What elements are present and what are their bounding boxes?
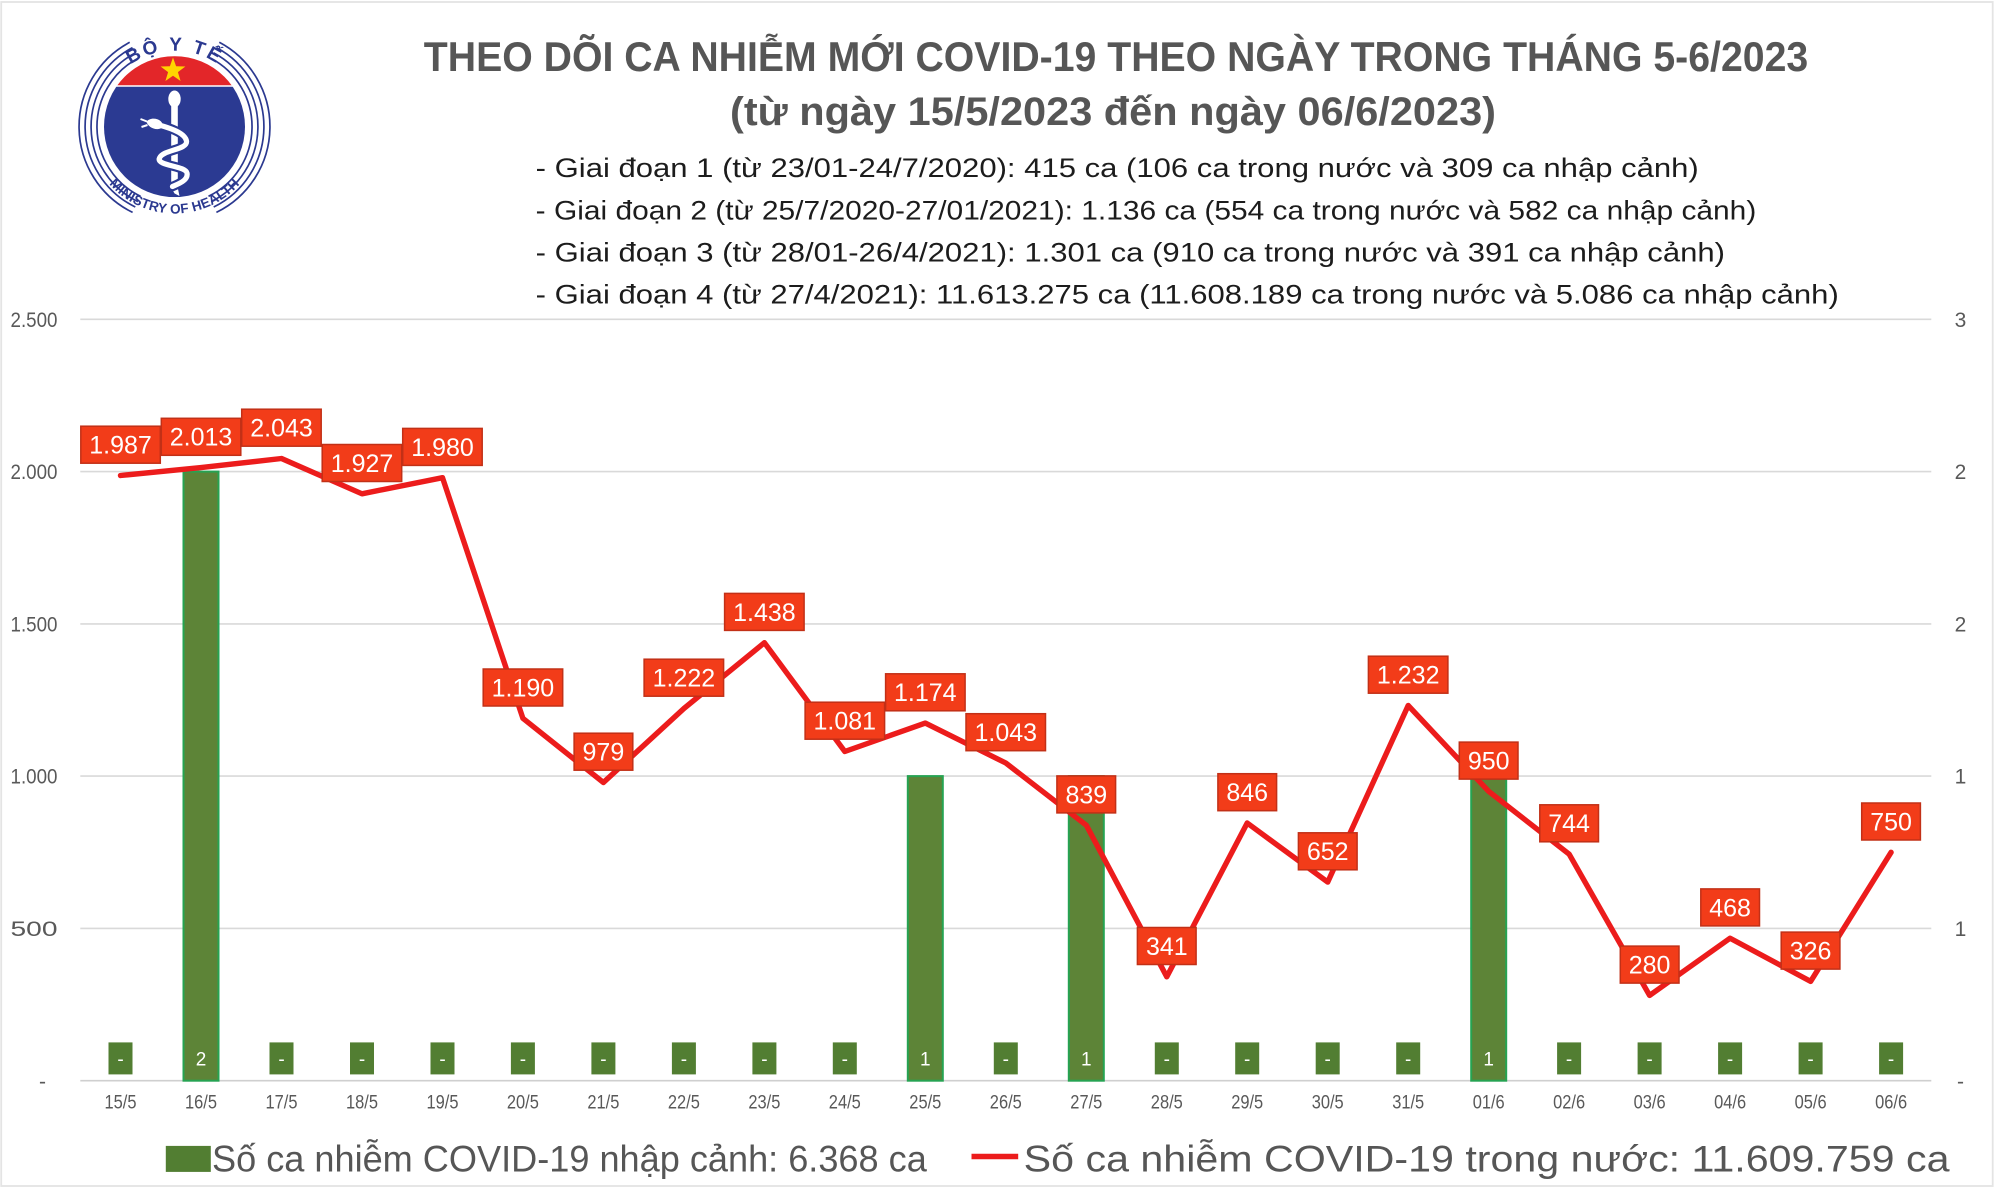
svg-text:25/5: 25/5 — [909, 1093, 941, 1114]
svg-text:THEO DÕI CA NHIỄM MỚI COVID-19: THEO DÕI CA NHIỄM MỚI COVID-19 THEO NGÀY… — [424, 32, 1808, 80]
svg-text:-: - — [1164, 1049, 1170, 1070]
svg-text:1.980: 1.980 — [411, 434, 474, 462]
svg-text:341: 341 — [1146, 933, 1188, 961]
svg-text:468: 468 — [1709, 894, 1751, 922]
svg-text:04/6: 04/6 — [1714, 1093, 1746, 1114]
svg-text:29/5: 29/5 — [1231, 1093, 1263, 1114]
svg-text:01/6: 01/6 — [1473, 1093, 1505, 1114]
svg-text:-: - — [761, 1049, 767, 1070]
svg-text:-: - — [1566, 1049, 1572, 1070]
svg-text:950: 950 — [1468, 748, 1510, 776]
svg-text:839: 839 — [1065, 781, 1107, 809]
svg-text:28/5: 28/5 — [1151, 1093, 1183, 1114]
svg-text:280: 280 — [1629, 952, 1671, 980]
svg-text:2.013: 2.013 — [170, 424, 233, 452]
svg-text:2: 2 — [196, 1049, 207, 1070]
svg-text:24/5: 24/5 — [829, 1093, 861, 1114]
svg-text:06/6: 06/6 — [1875, 1093, 1907, 1114]
svg-text:03/6: 03/6 — [1634, 1093, 1666, 1114]
svg-text:-: - — [1646, 1049, 1652, 1070]
svg-text:02/6: 02/6 — [1553, 1093, 1585, 1114]
svg-text:18/5: 18/5 — [346, 1093, 378, 1114]
svg-text:3: 3 — [1955, 309, 1967, 332]
svg-text:- Giai đoạn 2 (từ 25/7/2020-27: - Giai đoạn 2 (từ 25/7/2020-27/01/2021):… — [536, 195, 1757, 225]
svg-text:22/5: 22/5 — [668, 1093, 700, 1114]
svg-text:-: - — [117, 1049, 123, 1070]
svg-text:30/5: 30/5 — [1312, 1093, 1344, 1114]
svg-text:-: - — [1888, 1049, 1894, 1070]
svg-text:Số ca nhiễm COVID-19 trong nướ: Số ca nhiễm COVID-19 trong nước: 11.609.… — [1024, 1139, 1950, 1180]
svg-text:1.987: 1.987 — [89, 432, 152, 460]
svg-text:1.438: 1.438 — [733, 599, 796, 627]
svg-text:-: - — [600, 1049, 606, 1070]
svg-text:26/5: 26/5 — [990, 1093, 1022, 1114]
svg-text:1.927: 1.927 — [331, 450, 394, 478]
svg-text:744: 744 — [1548, 810, 1590, 838]
svg-text:-: - — [1003, 1049, 1009, 1070]
svg-text:1.174: 1.174 — [894, 679, 957, 707]
svg-text:-: - — [278, 1049, 284, 1070]
svg-text:-: - — [842, 1049, 848, 1070]
svg-text:-: - — [1244, 1049, 1250, 1070]
svg-text:-: - — [1957, 1070, 1964, 1093]
svg-text:-: - — [1727, 1049, 1733, 1070]
svg-text:1.000: 1.000 — [11, 766, 58, 789]
svg-text:-: - — [681, 1049, 687, 1070]
svg-text:979: 979 — [583, 739, 625, 767]
svg-text:17/5: 17/5 — [266, 1093, 298, 1114]
svg-text:326: 326 — [1790, 938, 1832, 966]
svg-text:-: - — [1325, 1049, 1331, 1070]
svg-text:19/5: 19/5 — [427, 1093, 459, 1114]
svg-text:15/5: 15/5 — [105, 1093, 137, 1114]
svg-text:-: - — [1807, 1049, 1813, 1070]
svg-text:31/5: 31/5 — [1392, 1093, 1424, 1114]
svg-text:2: 2 — [1955, 614, 1967, 637]
svg-text:- Giai đoạn 4 (từ 27/4/2021):: - Giai đoạn 4 (từ 27/4/2021): 11.613.275… — [536, 280, 1839, 310]
svg-text:(từ ngày 15/5/2023 đến ngày 06: (từ ngày 15/5/2023 đến ngày 06/6/2023) — [730, 90, 1496, 134]
svg-text:846: 846 — [1226, 779, 1268, 807]
svg-text:1: 1 — [920, 1049, 931, 1070]
svg-text:1: 1 — [1483, 1049, 1494, 1070]
svg-text:- Giai đoạn 1 (từ 23/01-24/7/2: - Giai đoạn 1 (từ 23/01-24/7/2020): 415 … — [536, 153, 1699, 183]
svg-text:1.081: 1.081 — [814, 708, 877, 736]
svg-text:1.190: 1.190 — [492, 674, 555, 702]
svg-text:750: 750 — [1870, 808, 1912, 836]
svg-text:05/6: 05/6 — [1795, 1093, 1827, 1114]
svg-text:500: 500 — [11, 918, 58, 941]
svg-text:21/5: 21/5 — [587, 1093, 619, 1114]
svg-text:652: 652 — [1307, 838, 1349, 866]
svg-text:20/5: 20/5 — [507, 1093, 539, 1114]
svg-text:2.043: 2.043 — [250, 415, 313, 443]
svg-text:1.222: 1.222 — [653, 665, 716, 693]
svg-text:1: 1 — [1955, 918, 1967, 941]
svg-text:-: - — [520, 1049, 526, 1070]
svg-text:1: 1 — [1955, 766, 1967, 789]
svg-text:Số ca nhiễm COVID-19 nhập cảnh: Số ca nhiễm COVID-19 nhập cảnh: 6.368 ca — [212, 1139, 927, 1180]
svg-text:2: 2 — [1955, 461, 1967, 484]
svg-text:2.000: 2.000 — [11, 461, 58, 484]
svg-text:-: - — [439, 1049, 445, 1070]
svg-text:27/5: 27/5 — [1070, 1093, 1102, 1114]
svg-text:23/5: 23/5 — [748, 1093, 780, 1114]
svg-text:1.043: 1.043 — [975, 719, 1038, 747]
svg-text:2.500: 2.500 — [11, 309, 58, 332]
svg-text:-: - — [39, 1070, 46, 1093]
svg-text:1.500: 1.500 — [11, 614, 58, 637]
svg-text:-: - — [359, 1049, 365, 1070]
svg-text:1.232: 1.232 — [1377, 662, 1440, 690]
svg-text:-: - — [1405, 1049, 1411, 1070]
svg-text:16/5: 16/5 — [185, 1093, 217, 1114]
svg-text:- Giai đoạn 3 (từ 28/01-26/4/2: - Giai đoạn 3 (từ 28/01-26/4/2021): 1.30… — [536, 237, 1725, 267]
svg-text:1: 1 — [1081, 1049, 1092, 1070]
